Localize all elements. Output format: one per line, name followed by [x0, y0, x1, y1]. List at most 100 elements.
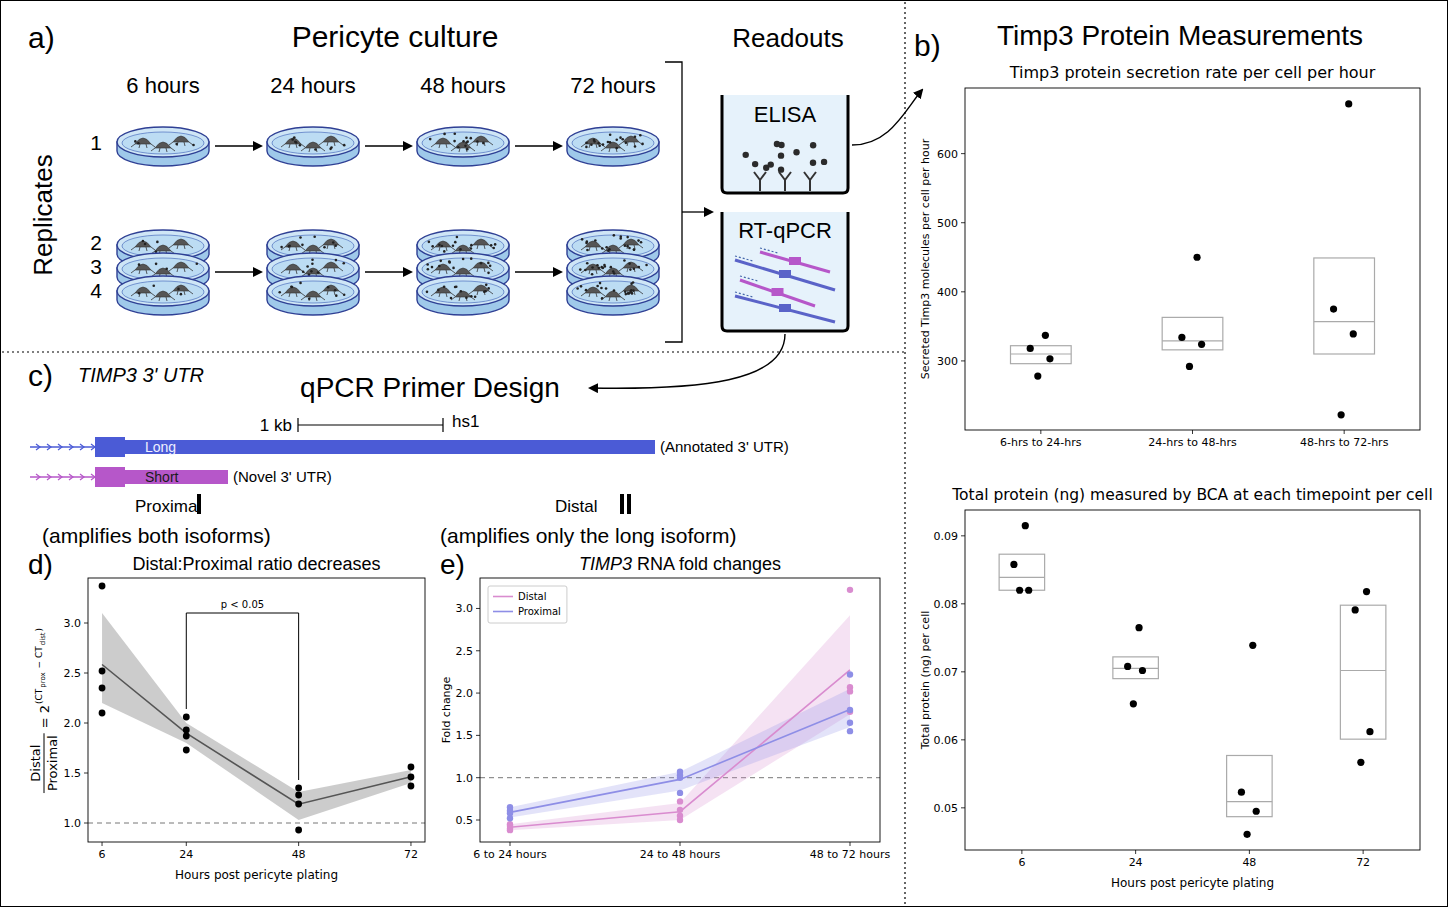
x-tick — [850, 842, 851, 846]
medium — [572, 281, 654, 303]
amplicon — [772, 288, 784, 296]
secreted-protein — [634, 136, 637, 139]
point — [677, 798, 683, 804]
x-tick-label: 24 — [1129, 856, 1143, 869]
y-tick — [961, 739, 965, 740]
antibody — [754, 172, 766, 191]
point — [1010, 561, 1017, 568]
box — [1227, 755, 1273, 816]
timepoint: 72 hours — [570, 73, 656, 98]
cell — [623, 285, 639, 291]
secreted-protein — [290, 285, 293, 288]
cell-process — [131, 144, 155, 148]
secreted-protein — [630, 292, 633, 295]
y-tick-label: 600 — [937, 148, 958, 161]
secreted-protein — [177, 288, 180, 291]
arrow — [682, 211, 712, 212]
secreted-protein — [311, 262, 314, 265]
secreted-protein — [466, 140, 469, 143]
cds-end — [95, 467, 125, 487]
secreted-protein — [580, 285, 583, 288]
strand-chevron — [80, 474, 84, 480]
cell-process — [619, 245, 643, 249]
cell-process — [469, 291, 493, 295]
secreted-protein — [438, 243, 441, 246]
secreted-protein — [633, 248, 636, 251]
x-tick — [410, 842, 411, 846]
protein-dot — [810, 142, 816, 148]
secreted-protein — [586, 249, 589, 252]
secreted-protein — [335, 259, 338, 262]
y-tick — [84, 823, 88, 824]
cell-process — [469, 142, 493, 146]
cell-process — [169, 142, 193, 146]
secreted-protein — [439, 260, 442, 263]
secreted-protein — [615, 147, 618, 150]
secreted-protein — [448, 261, 451, 264]
cell-process — [281, 293, 305, 297]
y-tick-label: 0.05 — [934, 802, 959, 815]
point — [1352, 606, 1359, 613]
cell — [473, 262, 489, 268]
legend-label: Proximal — [518, 606, 561, 617]
secreted-protein — [460, 290, 463, 293]
axis-title: Hours post pericyte plating — [1111, 876, 1274, 890]
y-tick-label: 2.0 — [64, 717, 82, 730]
secreted-protein — [317, 271, 320, 274]
point — [507, 827, 513, 833]
secreted-protein — [605, 246, 608, 249]
secreted-protein — [596, 264, 599, 267]
secreted-protein — [452, 244, 455, 247]
cell — [473, 136, 489, 142]
title-rest: RNA fold changes — [632, 554, 781, 574]
x-tick-label: 6 — [1018, 856, 1025, 869]
secreted-protein — [455, 285, 458, 288]
secreted-protein — [464, 145, 467, 148]
strand-chevron — [47, 474, 51, 480]
point — [677, 790, 683, 796]
point — [847, 688, 853, 694]
strand-chevron — [80, 444, 84, 450]
secreted-protein — [459, 248, 462, 251]
primer — [735, 292, 753, 297]
secreted-protein — [180, 293, 183, 296]
timepoint: 24 hours — [270, 73, 356, 98]
secreted-protein — [640, 241, 643, 244]
strand-chevron — [91, 474, 95, 480]
point — [1025, 587, 1032, 594]
primer-note: (amplifies both isoforms) — [42, 524, 271, 547]
point — [99, 710, 106, 717]
cell-process — [451, 297, 475, 301]
arrow — [515, 145, 561, 146]
secreted-protein — [600, 266, 603, 269]
secreted-protein — [280, 246, 283, 249]
cell-process — [151, 297, 175, 301]
isoform-note: (Novel 3' UTR) — [233, 468, 332, 485]
y-tick-label: 2.0 — [456, 687, 474, 700]
readout: RT-qPCR — [738, 218, 832, 243]
cell-process — [581, 293, 605, 297]
protein-dot — [768, 161, 774, 167]
x-tick-label: 24 — [179, 848, 193, 861]
secreted-protein — [610, 266, 613, 269]
x-tick-label: 6 — [99, 848, 106, 861]
replicate: 2 — [90, 231, 102, 254]
cell-process — [131, 293, 155, 297]
x-tick-label: 48 to 72 hours — [810, 848, 891, 861]
cell — [585, 241, 601, 247]
x-tick — [510, 842, 511, 846]
divider — [2, 351, 905, 352]
isoform-note: (Annotated 3' UTR) — [660, 438, 789, 455]
secreted-protein — [466, 148, 469, 151]
x-tick-label: 72 — [1356, 856, 1370, 869]
formula-part: ) — [34, 628, 44, 632]
assembly: hs1 — [452, 412, 479, 431]
secreted-protein — [288, 245, 291, 248]
point — [677, 817, 683, 823]
legend: DistalProximal — [488, 586, 567, 623]
dish-rim — [417, 276, 509, 306]
replicate: 3 — [90, 255, 102, 278]
cell — [623, 239, 639, 245]
point — [99, 685, 106, 692]
cds-end — [95, 437, 125, 457]
